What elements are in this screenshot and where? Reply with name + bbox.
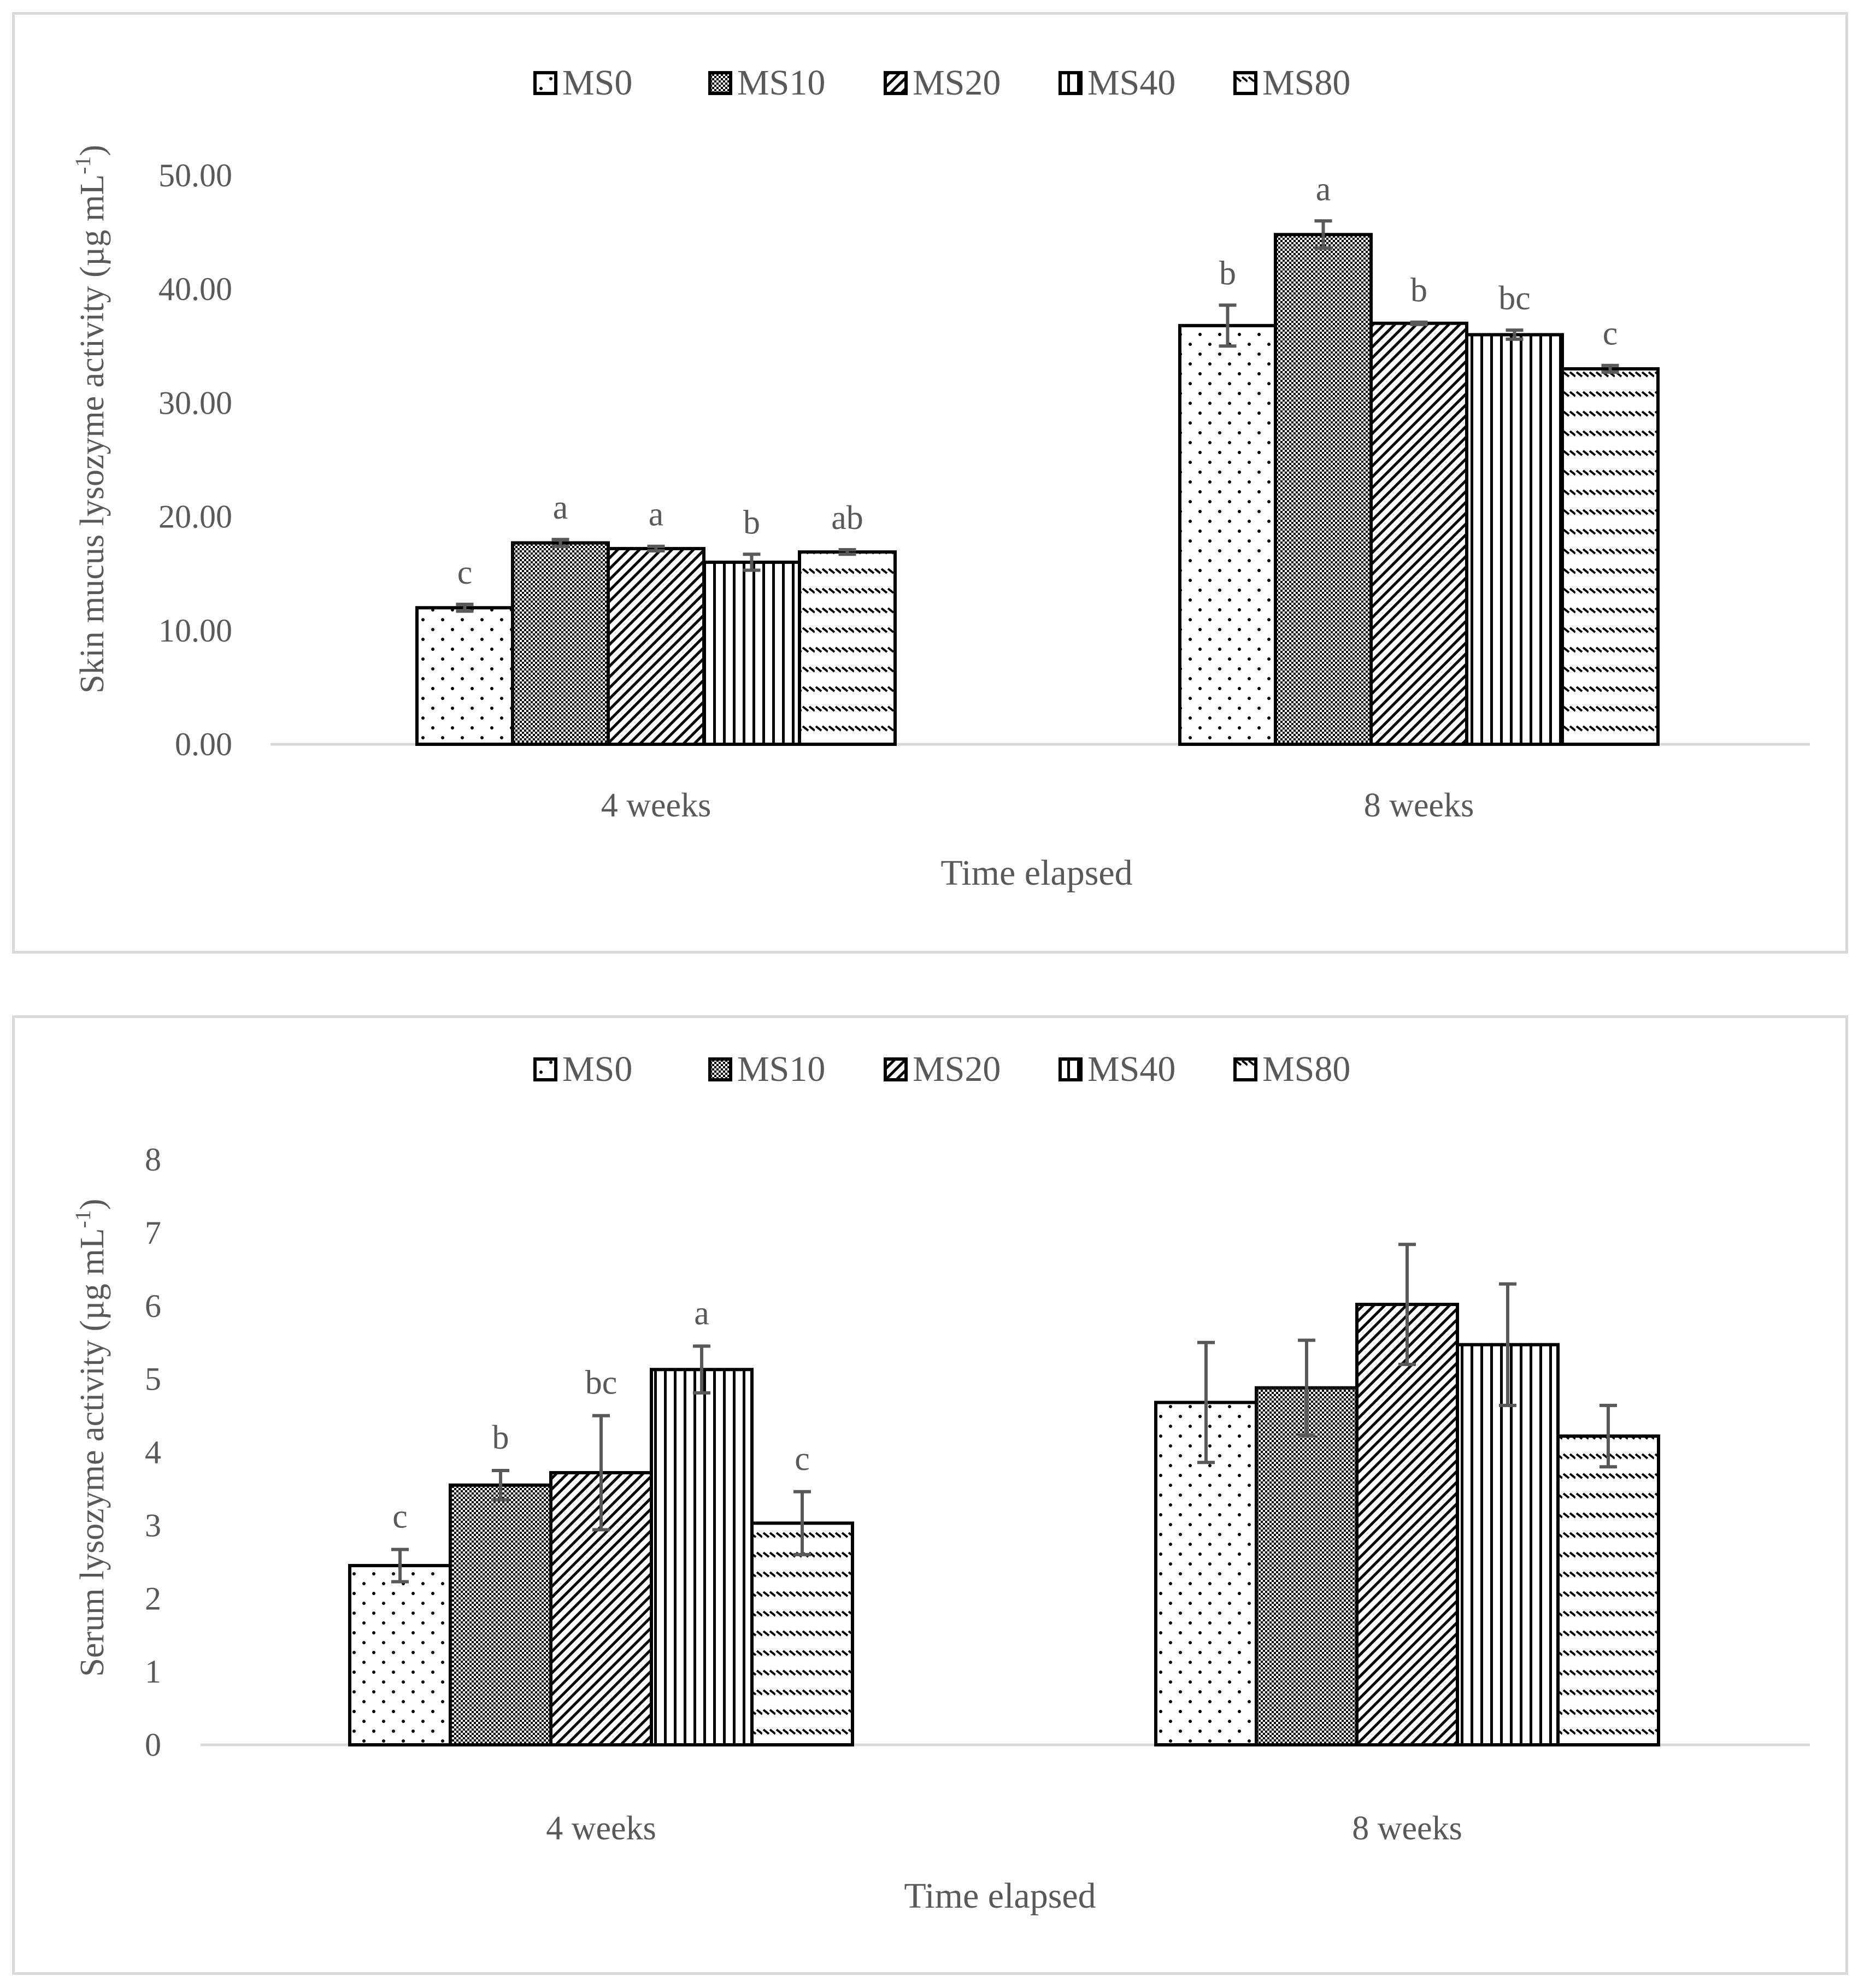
y-axis-label-tail: )	[74, 145, 111, 156]
x-axis-label: Time elapsed	[904, 1876, 1096, 1916]
significance-letter: a	[694, 1295, 709, 1332]
bar-ms10	[1255, 1386, 1359, 1746]
bar-ms0	[348, 1564, 452, 1746]
y-tick-label: 20.00	[158, 499, 232, 535]
bar-ms10	[511, 541, 610, 746]
legend-swatch-ms80	[1233, 1057, 1257, 1081]
bar-ms80	[798, 550, 897, 746]
legend-swatch-ms10	[708, 71, 732, 95]
significance-letter: a	[553, 489, 568, 526]
significance-letter: b	[743, 504, 760, 541]
significance-letter: c	[457, 554, 473, 591]
x-axis-label: Time elapsed	[940, 853, 1132, 893]
y-axis-label: Serum lysozyme activity (µg mL-1)	[70, 1199, 111, 1677]
serum-chart-panel: 0 1 2 3 4 5 6 7 8 Serum lysozyme activity (µg mL-…	[12, 1015, 1848, 1975]
y-tick-label: 3	[145, 1507, 161, 1543]
bar-ms80	[1561, 367, 1660, 746]
category-label: 8 weeks	[1364, 787, 1474, 824]
bar-ms80	[750, 1521, 854, 1746]
significance-letter: b	[1410, 272, 1427, 309]
legend-label-ms80: MS80	[1262, 1049, 1350, 1089]
bar-ms40	[1465, 333, 1564, 746]
significance-letter: b	[1219, 255, 1236, 292]
legend-swatch-ms40	[1059, 1057, 1083, 1081]
significance-letter: b	[492, 1419, 509, 1456]
significance-letter: ab	[831, 499, 863, 537]
category-label: 4 weeks	[601, 787, 711, 824]
legend-label-ms0: MS0	[562, 1049, 632, 1089]
bar-ms10	[449, 1483, 552, 1747]
category-label: 8 weeks	[1352, 1810, 1462, 1847]
y-tick-label: 50.00	[158, 157, 232, 193]
significance-letter: a	[649, 496, 664, 533]
legend-swatch-ms0	[533, 71, 557, 95]
bar-ms0	[415, 606, 514, 746]
y-axis-label: Skin mucus lysozyme activity (µg mL-1)	[70, 145, 111, 693]
legend-label-ms10: MS10	[737, 1049, 825, 1089]
significance-letter: c	[392, 1498, 408, 1536]
y-tick-label: 10.00	[158, 613, 232, 649]
significance-letter: bc	[585, 1364, 618, 1402]
y-tick-label: 40.00	[158, 271, 232, 307]
y-axis-label-main: Skin mucus lysozyme activity (µg mL	[74, 174, 111, 693]
y-tick-label: 30.00	[158, 385, 232, 421]
y-tick-label: 7	[145, 1215, 161, 1251]
legend-swatch-ms20	[884, 1057, 908, 1081]
y-tick-label: 6	[145, 1288, 161, 1324]
y-tick-label: 8	[145, 1142, 161, 1178]
legend-swatch-ms80	[1233, 71, 1257, 95]
legend-swatch-ms0	[533, 1057, 557, 1081]
significance-letter: c	[1603, 315, 1618, 352]
y-tick-label: 2	[145, 1580, 161, 1616]
skin-mucus-chart-panel: 0.00 10.00 20.00 30.00 40.00 50.00 Skin mucus …	[12, 12, 1848, 954]
skin-mucus-chart: 0.00 10.00 20.00 30.00 40.00 50.00 Skin mucus …	[70, 63, 1810, 893]
legend-swatch-ms10	[708, 1057, 732, 1081]
category-label: 4 weeks	[546, 1810, 656, 1847]
bar-ms40	[650, 1368, 754, 1746]
bar-ms20	[607, 546, 705, 746]
bar-ms20	[1355, 1303, 1459, 1746]
significance-letter: c	[795, 1440, 810, 1478]
bar-ms0	[1178, 324, 1277, 746]
significance-letter: a	[1316, 170, 1331, 208]
y-axis-label-sup: -1	[70, 1210, 95, 1228]
bar-ms10	[1274, 233, 1373, 746]
y-tick-label: 4	[145, 1434, 161, 1471]
legend-label-ms20: MS20	[913, 1049, 1001, 1089]
y-axis-label-main: Serum lysozyme activity (µg mL	[74, 1228, 111, 1677]
legend-label-ms0: MS0	[562, 63, 632, 103]
bar-ms80	[1556, 1434, 1660, 1746]
y-tick-label: 1	[145, 1654, 161, 1690]
y-axis-label-tail: )	[74, 1199, 111, 1210]
serum-chart: 0 1 2 3 4 5 6 7 8 Serum lysozyme activity (µg mL-…	[70, 1049, 1810, 1916]
legend-label-ms40: MS40	[1087, 63, 1175, 103]
legend-label-ms20: MS20	[913, 63, 1001, 103]
bar-ms40	[702, 560, 801, 746]
y-tick-label: 5	[145, 1361, 161, 1397]
legend-swatch-ms40	[1059, 71, 1083, 95]
y-tick-label: 0.00	[175, 726, 232, 762]
legend-label-ms80: MS80	[1262, 63, 1350, 103]
y-tick-label: 0	[145, 1727, 161, 1763]
bar-ms20	[1369, 321, 1468, 746]
significance-letter: bc	[1498, 280, 1531, 317]
legend-label-ms10: MS10	[737, 63, 825, 103]
y-axis-label-sup: -1	[70, 156, 95, 174]
legend-label-ms40: MS40	[1087, 1049, 1175, 1089]
legend-swatch-ms20	[884, 71, 908, 95]
